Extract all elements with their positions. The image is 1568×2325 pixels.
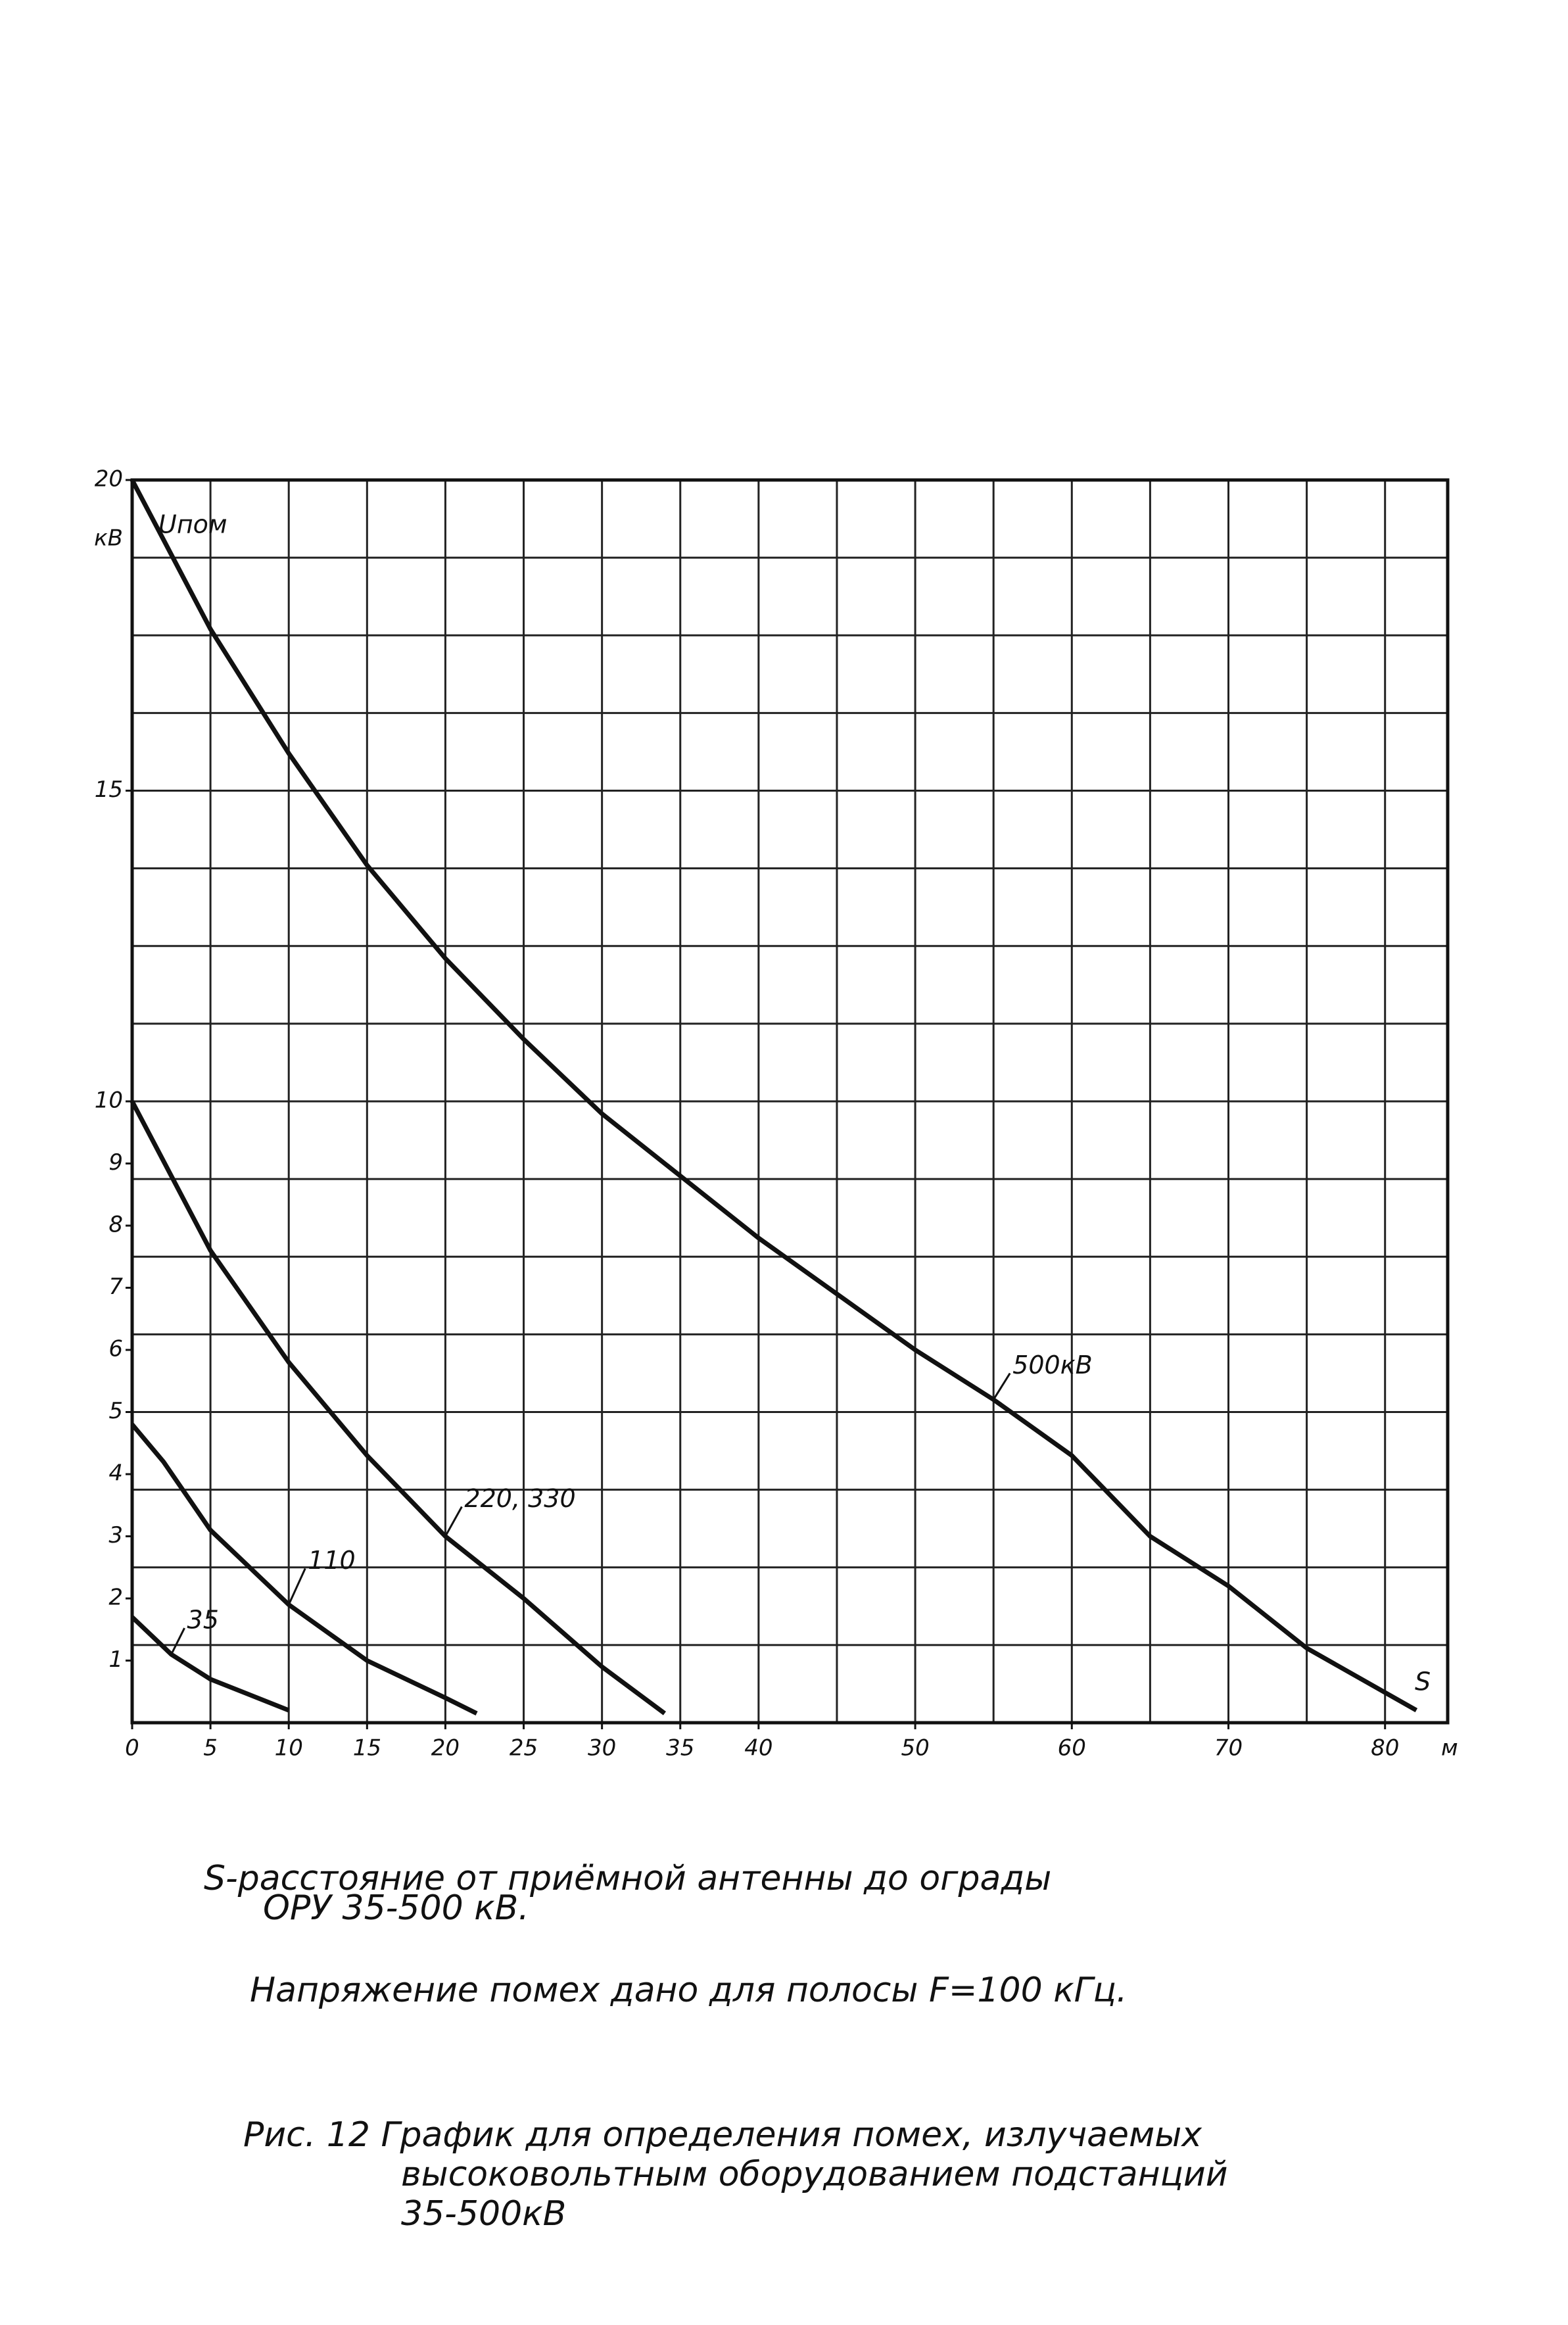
caption: высоковольтным оборудованием подстанций [401,2155,1228,2194]
note: ОРУ 35-500 кВ. [263,1888,529,1928]
x-unit: м [1441,1735,1458,1762]
y-tick-label: 20 [95,466,123,492]
y-tick-label: 8 [108,1212,123,1238]
x-tick-label: 50 [901,1735,929,1762]
x-tick-label: 80 [1371,1735,1399,1762]
x-tick-label: 5 [203,1735,218,1762]
x-tick-label: 70 [1214,1735,1243,1762]
leader [287,1568,306,1606]
y-unit: кВ [94,525,123,552]
x-tick-label: 15 [353,1735,381,1762]
x-tick-label: 40 [744,1735,772,1762]
leader [992,1372,1011,1401]
leader [170,1627,185,1655]
x-tick-label: 10 [275,1735,303,1762]
y-tick-label: 5 [108,1398,123,1424]
x-tick-label: 30 [588,1735,616,1762]
y-tick-label: 6 [108,1336,123,1362]
y-tick-label: 1 [108,1646,123,1673]
curve [130,1615,290,1713]
caption: Рис. 12 График для определения помех, из… [243,2115,1202,2155]
curve-label: 35 [187,1606,219,1635]
curve-label: 220, 330 [464,1484,575,1513]
y-tick-label: 10 [95,1088,123,1114]
curve [130,479,1418,1713]
y-tick-label: 2 [108,1585,123,1611]
curve [130,1100,667,1715]
y-tick-label: 3 [108,1522,123,1548]
y-tick-label: 15 [95,777,123,803]
y-label: Uпом [158,510,227,539]
x-tick-label: 60 [1058,1735,1086,1762]
curve-label: 500кВ [1012,1351,1093,1379]
caption: 35-500кВ [401,2194,566,2234]
y-tick-label: 4 [108,1460,123,1487]
note: S-расстояние от приёмной антенны до огра… [204,1859,1051,1898]
x-tick-label: 20 [431,1735,460,1762]
x-tick-label: 0 [125,1735,139,1762]
x-tick-label: 25 [510,1735,538,1762]
x-tick-label: 35 [666,1735,694,1762]
x-label: S [1415,1667,1431,1696]
leader [444,1506,463,1537]
y-tick-label: 7 [108,1274,123,1300]
y-tick-label: 9 [108,1149,123,1176]
curve [130,1423,478,1715]
curve-label: 110 [308,1546,356,1575]
note: Напряжение помех дано для полосы F=100 к… [250,1971,1128,2010]
